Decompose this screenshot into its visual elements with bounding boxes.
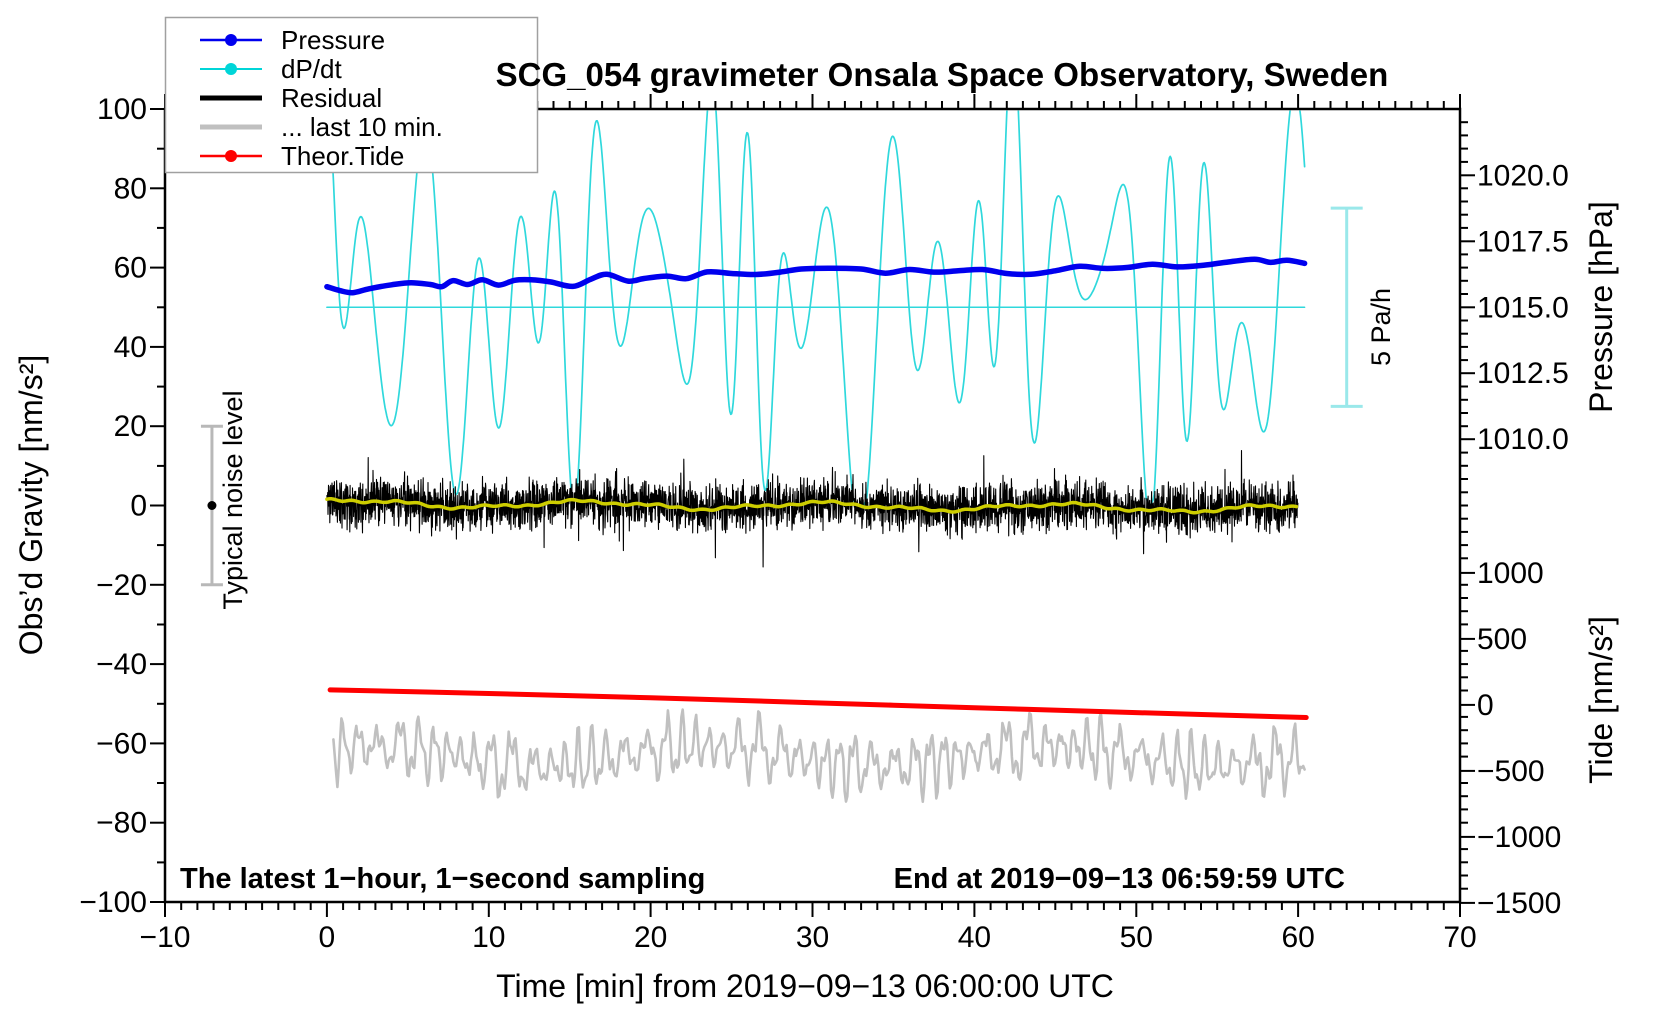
gravity-tick-label: −80 [96, 807, 147, 840]
legend-label: Residual [281, 83, 382, 113]
tide-tick-label: 1000 [1477, 557, 1544, 590]
series-theor-tide [327, 687, 1309, 720]
x-tick-label: 20 [634, 921, 667, 954]
legend-item-residual: Residual [200, 83, 382, 113]
x-tick-label: 70 [1443, 921, 1476, 954]
series-residual-smoothed [325, 496, 1299, 515]
x-tick-label: 50 [1120, 921, 1153, 954]
legend-label: Theor.Tide [281, 141, 404, 171]
end-time-annotation: End at 2019−09−13 06:59:59 UTC [894, 863, 1345, 895]
tide-tick-label: 0 [1477, 689, 1494, 722]
legend-label: Pressure [281, 25, 385, 55]
plot-series-area [324, 110, 1309, 803]
dpdt-scale-bar [1330, 206, 1363, 408]
x-tick-label: 30 [796, 921, 829, 954]
legend-label: ... last 10 min. [281, 112, 443, 142]
gravity-tick-label: −100 [79, 886, 147, 919]
x-tick-label: 10 [472, 921, 505, 954]
pressure-axis-label: Pressure [hPa] [1583, 201, 1619, 413]
x-axis-label: Time [min] from 2019−09−13 06:00:00 UTC [496, 968, 1114, 1004]
series-last-10-min [332, 708, 1306, 803]
series-dpdt [329, 110, 1306, 509]
gravity-tick-label: −20 [96, 569, 147, 602]
pressure-tick-label: 1017.5 [1477, 225, 1569, 258]
x-tick-label: 60 [1281, 921, 1314, 954]
noise-bar-dot [207, 501, 217, 510]
pressure-tick-label: 1012.5 [1477, 357, 1569, 390]
typical-noise-level-bar [200, 424, 223, 587]
legend-item-pressure: Pressure [200, 25, 385, 55]
gravity-tick-label: 20 [114, 410, 147, 443]
pressure-tick-label: 1010.0 [1477, 423, 1569, 456]
legend-label: dP/dt [281, 54, 342, 84]
legend-marker-dot [225, 34, 237, 46]
gravity-tick-label: 40 [114, 331, 147, 364]
noise-level-label: Typical noise level [218, 390, 248, 609]
scalebar-label: 5 Pa/h [1366, 288, 1396, 366]
x-tick-label: 0 [319, 921, 336, 954]
chart-title: SCG_054 gravimeter Onsala Space Observat… [496, 56, 1389, 93]
gravity-tick-label: −60 [96, 727, 147, 760]
gravity-tick-label: 60 [114, 252, 147, 285]
gravity-tick-label: −40 [96, 648, 147, 681]
tide-tick-label: −1000 [1477, 821, 1561, 854]
axis-ticks [150, 94, 1475, 917]
x-tick-label: 40 [958, 921, 991, 954]
tide-tick-label: −1500 [1477, 887, 1561, 920]
legend-item--last-10-min-: ... last 10 min. [200, 112, 443, 142]
legend-marker-dot [225, 63, 237, 75]
gravity-tick-label: 80 [114, 172, 147, 205]
legend-item-theor-tide: Theor.Tide [200, 141, 404, 171]
tide-axis-label: Tide [nm/s²] [1583, 616, 1619, 784]
sampling-annotation: The latest 1−hour, 1−second sampling [180, 863, 705, 895]
axis-tick-labels: −10 0 10 20 30 40 50 60 70−100−80−60−40−20020406… [79, 93, 1568, 954]
legend-item-dp-dt: dP/dt [200, 54, 342, 84]
gravity-axis-label: Obs’d Gravity [nm/s²] [13, 355, 49, 656]
gravity-tick-label: 0 [130, 490, 147, 523]
x-tick-label: −10 [140, 921, 191, 954]
legend-marker-dot [225, 150, 237, 162]
tide-tick-label: 500 [1477, 623, 1527, 656]
tide-tick-label: −500 [1477, 755, 1545, 788]
gravity-tick-label: 100 [97, 93, 147, 126]
pressure-tick-label: 1015.0 [1477, 291, 1569, 324]
series-pressure [324, 256, 1308, 296]
series-residual [326, 450, 1299, 568]
pressure-tick-label: 1020.0 [1477, 159, 1569, 192]
